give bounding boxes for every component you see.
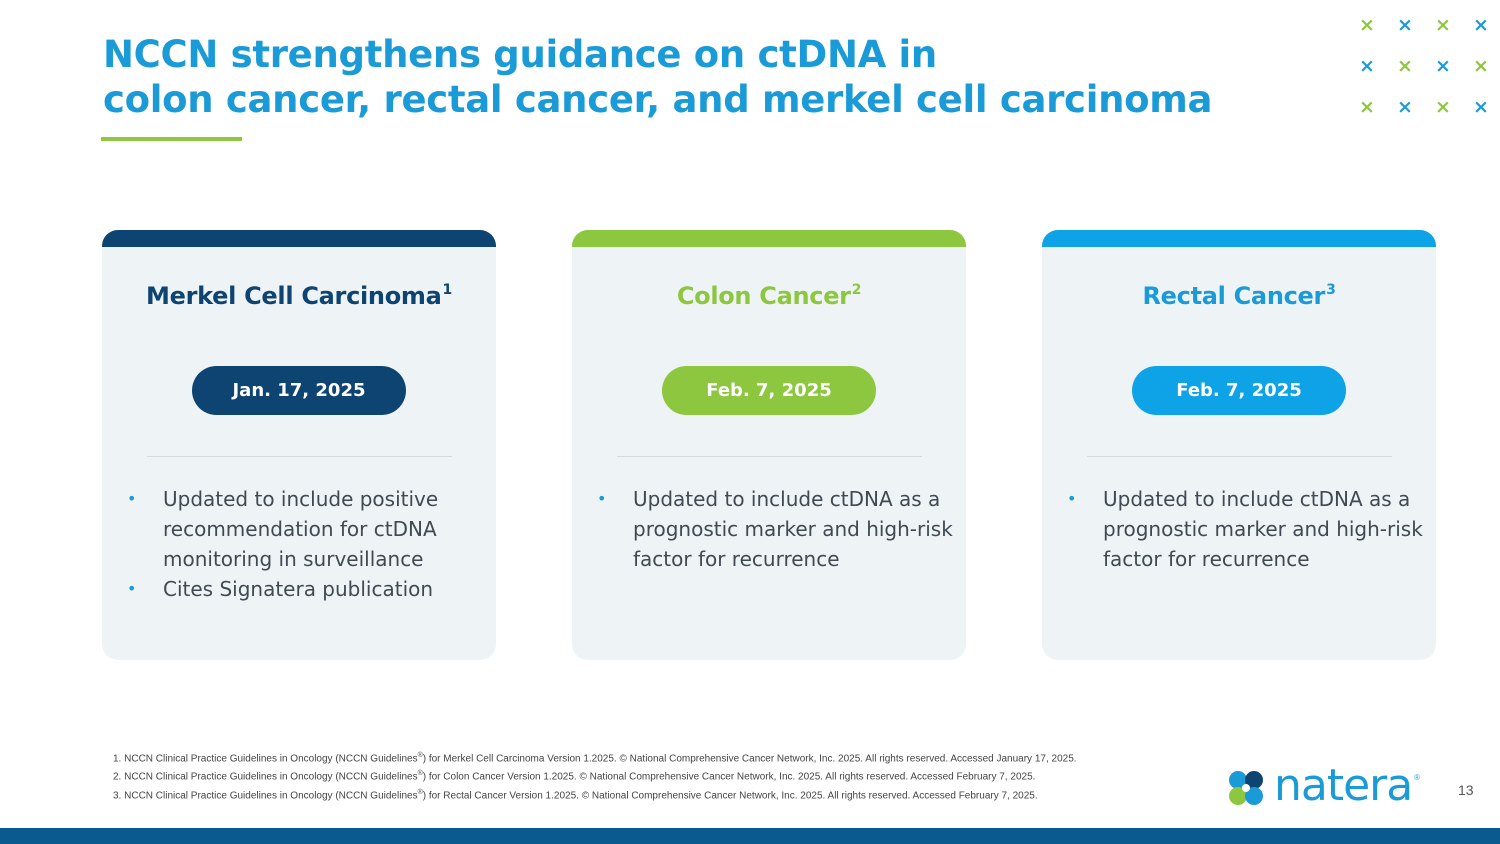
bullet-text: Cites Signatera publication [163, 577, 434, 601]
x-mark-icon: × [1397, 95, 1413, 118]
natera-logo: natera ® [1226, 760, 1426, 812]
card-title: Merkel Cell Carcinoma1 [102, 282, 496, 310]
registered-mark: ® [417, 752, 423, 759]
card-divider [617, 456, 922, 457]
footnote-item: 2. NCCN Clinical Practice Guidelines in … [113, 766, 1077, 784]
date-pill: Feb. 7, 2025 [1132, 366, 1346, 415]
card-title-text: Colon Cancer [676, 282, 851, 310]
card-divider [1087, 456, 1392, 457]
x-mark-icon: × [1359, 54, 1375, 77]
bullet-dot-icon: • [597, 489, 607, 508]
card-bullets: • Updated to include positive recommendat… [127, 484, 486, 604]
footnote-text-post: ) for Rectal Cancer Version 1.2025. © Na… [422, 789, 1038, 801]
x-mark-icon: × [1473, 13, 1489, 36]
footnotes: 1. NCCN Clinical Practice Guidelines in … [113, 748, 1077, 803]
bullet-dot-icon: • [1067, 489, 1077, 508]
bullet-item: • Cites Signatera publication [127, 574, 486, 604]
card-divider [147, 456, 452, 457]
card-merkel-cell-carcinoma: Merkel Cell Carcinoma1 Jan. 17, 2025 • Up… [102, 230, 496, 660]
natera-logo-mark-icon [1229, 771, 1263, 805]
bullet-item: • Updated to include positive recommendat… [127, 484, 486, 574]
card-title-text: Merkel Cell Carcinoma [146, 282, 442, 310]
card-title: Colon Cancer2 [572, 282, 966, 310]
page-number: 13 [1458, 782, 1474, 798]
slide-title-line-2: colon cancer, rectal cancer, and merkel … [103, 78, 1213, 121]
bullet-item: • Updated to include ctDNA as a prognosti… [1067, 484, 1426, 574]
registered-mark: ® [417, 788, 423, 796]
footnote-number: 2. [113, 771, 122, 783]
slide-title: NCCN strengthens guidance on ctDNA in co… [103, 32, 1212, 122]
bullet-text: Updated to include positive recommendati… [163, 487, 439, 571]
natera-logo-text: natera [1274, 760, 1413, 811]
slide-title-line-1: NCCN strengthens guidance on ctDNA in [103, 33, 937, 76]
card-title-ref: 1 [442, 282, 453, 298]
card-rectal-cancer: Rectal Cancer3 Feb. 7, 2025 • Updated to … [1042, 230, 1436, 660]
footnote-text-post: ) for Colon Cancer Version 1.2025. © Nat… [422, 771, 1036, 783]
date-pill: Jan. 17, 2025 [192, 366, 406, 415]
card-title-ref: 2 [851, 282, 862, 298]
footnote-text-pre: NCCN Clinical Practice Guidelines in Onc… [124, 789, 418, 801]
card-top-bar [102, 230, 496, 247]
card-colon-cancer: Colon Cancer2 Feb. 7, 2025 • Updated to i… [572, 230, 966, 660]
footnote-text-post: ) for Merkel Cell Carcinoma Version 1.20… [422, 753, 1077, 765]
x-mark-icon: × [1359, 95, 1375, 118]
card-title-ref: 3 [1326, 282, 1336, 298]
card-title-text: Rectal Cancer [1142, 282, 1326, 310]
card-top-bar [1042, 230, 1436, 247]
x-mark-icon: × [1435, 54, 1451, 77]
bullet-text: Updated to include ctDNA as a prognostic… [633, 487, 953, 571]
x-mark-icon: × [1473, 54, 1489, 77]
card-title: Rectal Cancer3 [1042, 282, 1436, 310]
card-bullets: • Updated to include ctDNA as a prognosti… [1067, 484, 1426, 574]
card-top-bar [572, 230, 966, 247]
bullet-dot-icon: • [127, 579, 137, 598]
bullet-item: • Updated to include ctDNA as a prognosti… [597, 484, 956, 574]
x-mark-icon: × [1359, 13, 1375, 36]
x-mark-icon: × [1473, 95, 1489, 118]
footnote-item: 1. NCCN Clinical Practice Guidelines in … [113, 748, 1077, 766]
date-pill: Feb. 7, 2025 [662, 366, 876, 415]
x-mark-icon: × [1435, 13, 1451, 36]
bullet-text: Updated to include ctDNA as a prognostic… [1103, 487, 1423, 571]
card-bullets: • Updated to include ctDNA as a prognosti… [597, 484, 956, 574]
registered-mark: ® [417, 770, 423, 778]
footnote-number: 3. [113, 789, 122, 801]
decorative-x-pattern: × × × × × × × × × × × × [1348, 4, 1500, 124]
title-underline [101, 137, 242, 141]
x-mark-icon: × [1397, 13, 1413, 36]
footnote-text-pre: NCCN Clinical Practice Guidelines in Onc… [124, 753, 418, 765]
x-mark-icon: × [1435, 95, 1451, 118]
footnote-number: 1. [113, 753, 122, 765]
bottom-band [0, 828, 1500, 844]
bullet-dot-icon: • [127, 489, 137, 508]
x-mark-icon: × [1397, 54, 1413, 77]
footnote-text-pre: NCCN Clinical Practice Guidelines in Onc… [124, 771, 418, 783]
natera-logo-registered: ® [1414, 773, 1420, 782]
footnote-item: 3. NCCN Clinical Practice Guidelines in … [113, 785, 1077, 803]
